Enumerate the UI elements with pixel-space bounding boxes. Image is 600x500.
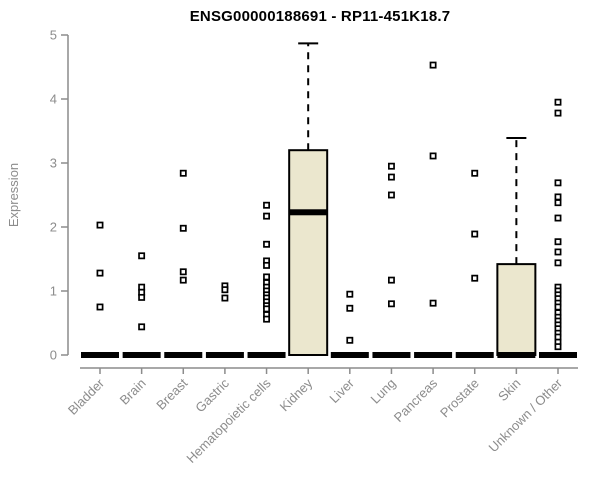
outlier-point: [263, 212, 270, 220]
median-line: [205, 352, 244, 358]
x-tick-label: Gastric: [192, 375, 232, 415]
x-tick-label: Bladder: [65, 375, 108, 418]
outlier-point: [471, 169, 479, 177]
median-line: [247, 352, 286, 358]
outlier-point: [388, 276, 395, 284]
outlier-point: [263, 261, 270, 269]
y-tick-label: 1: [50, 284, 57, 299]
outlier-point: [179, 224, 187, 232]
outlier-point: [554, 343, 562, 351]
x-tick-label: Brain: [117, 376, 149, 408]
median-line: [539, 352, 577, 358]
outlier-point: [429, 61, 437, 69]
outlier-point: [96, 221, 104, 229]
outlier-point: [138, 323, 146, 331]
x-tick-label: Kidney: [277, 375, 316, 414]
outlier-point: [263, 315, 270, 323]
median-line: [372, 352, 411, 358]
x-tick-label: Liver: [326, 375, 357, 406]
x-tick-label: Lung: [368, 376, 399, 407]
chart-title: ENSG00000188691 - RP11-451K18.7: [189, 8, 451, 25]
outlier-point: [554, 199, 562, 207]
outlier-point: [554, 179, 562, 187]
outlier-point: [221, 294, 229, 302]
outlier-point: [429, 299, 437, 307]
outlier-point: [263, 273, 270, 281]
median-line: [497, 352, 536, 358]
outlier-point: [221, 286, 229, 294]
median-line: [81, 352, 119, 358]
outlier-point: [388, 191, 395, 199]
outlier-point: [179, 268, 187, 276]
outlier-point: [138, 252, 146, 260]
x-tick-label: Breast: [153, 375, 190, 412]
outlier-point: [179, 276, 187, 284]
outlier-point: [346, 336, 354, 344]
outlier-point: [471, 230, 479, 238]
outlier-point: [471, 274, 479, 282]
outlier-point: [96, 303, 104, 311]
y-tick-label: 5: [50, 28, 57, 43]
outlier-point: [263, 240, 270, 248]
outlier-point: [179, 169, 187, 177]
y-tick-label: 0: [50, 348, 57, 363]
median-line: [164, 352, 203, 358]
y-tick-label: 3: [50, 156, 57, 171]
outlier-point: [554, 248, 562, 256]
y-tick-label: 2: [50, 220, 57, 235]
outlier-point: [554, 98, 562, 106]
x-tick-label: Pancreas: [391, 375, 441, 425]
y-tick-label: 4: [50, 92, 57, 107]
median-line: [330, 352, 369, 358]
outlier-point: [554, 238, 562, 246]
outlier-point: [388, 173, 395, 181]
outlier-point: [388, 162, 395, 170]
outlier-point: [96, 269, 104, 277]
outlier-point: [346, 304, 354, 312]
outlier-point: [554, 214, 562, 222]
box-kidney: [288, 149, 329, 356]
outlier-point: [554, 193, 562, 201]
outlier-point: [263, 305, 270, 313]
outlier-point: [138, 293, 146, 301]
median-line: [122, 352, 161, 358]
outlier-point: [554, 303, 562, 311]
outlier-point: [263, 201, 270, 209]
outlier-point: [346, 290, 354, 298]
outlier-point: [388, 300, 395, 308]
outlier-point: [554, 259, 562, 267]
box-skin: [496, 263, 537, 356]
x-tick-label: Prostate: [437, 376, 482, 421]
x-tick-label: Unknown / Other: [486, 375, 566, 455]
outlier-point: [429, 152, 437, 160]
x-tick-label: Skin: [495, 376, 523, 404]
median-line: [414, 352, 453, 358]
median-line: [455, 352, 494, 358]
median-line: [289, 209, 328, 216]
outlier-point: [554, 109, 562, 117]
